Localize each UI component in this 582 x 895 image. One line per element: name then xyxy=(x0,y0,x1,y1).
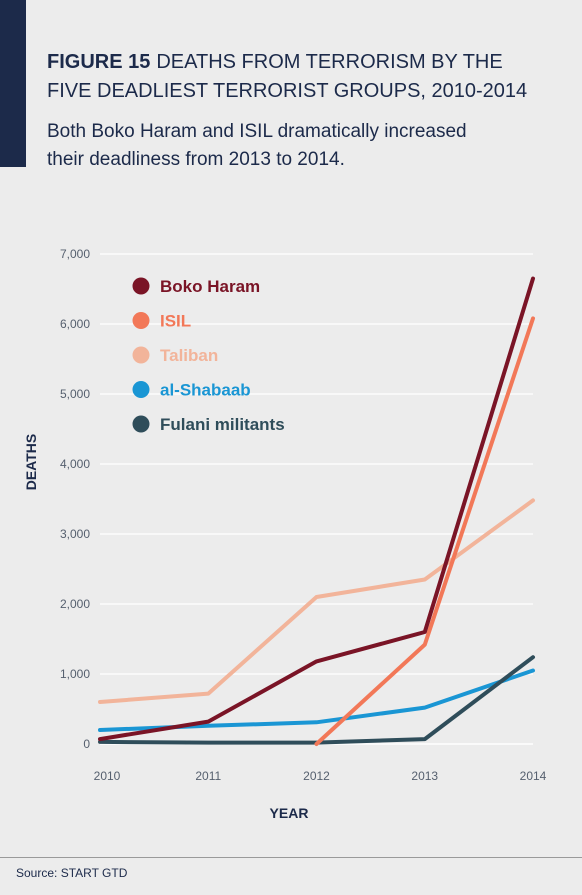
legend-label-fulani-militants: Fulani militants xyxy=(160,415,285,434)
series-line-taliban xyxy=(98,498,535,704)
x-tick-label: 2013 xyxy=(411,769,438,783)
x-tick-label: 2012 xyxy=(303,769,330,783)
figure-label: FIGURE 15 xyxy=(47,51,151,73)
y-tick-label: 2,000 xyxy=(60,597,90,611)
legend-label-taliban: Taliban xyxy=(160,346,218,365)
legend-marker-taliban xyxy=(132,346,150,364)
figure-title-line-2: FIVE DEADLIEST TERRORIST GROUPS, 2010-20… xyxy=(47,80,528,102)
y-tick-label: 4,000 xyxy=(60,457,90,471)
y-tick-label: 1,000 xyxy=(60,667,90,681)
series-line-al-shabaab xyxy=(98,668,535,732)
figure-subtitle: Both Boko Haram and ISIL dramatically in… xyxy=(47,118,567,174)
figure-heading: FIGURE 15 DEATHS FROM TERRORISM BY THE FI… xyxy=(47,48,567,106)
x-tick-label: 2011 xyxy=(195,769,221,783)
y-axis-title: DEATHS xyxy=(23,434,39,491)
source-note: Source: START GTD xyxy=(16,866,128,880)
figure-title-line-1: DEATHS FROM TERRORISM BY THE xyxy=(156,51,503,73)
y-tick-label: 3,000 xyxy=(60,527,90,541)
legend-label-al-shabaab: al-Shabaab xyxy=(160,381,251,400)
legend-label-isil: ISIL xyxy=(160,312,191,331)
subtitle-line-1: Both Boko Haram and ISIL dramatically in… xyxy=(47,121,467,142)
y-tick-label: 5,000 xyxy=(60,387,90,401)
accent-bar xyxy=(0,0,26,167)
y-tick-label: 7,000 xyxy=(60,247,90,261)
series-line-isil xyxy=(314,316,535,746)
heading-line-1: FIGURE 15 DEATHS FROM TERRORISM BY THE xyxy=(47,48,567,77)
legend-label-boko-haram: Boko Haram xyxy=(160,277,260,296)
y-tick-label: 6,000 xyxy=(60,317,90,331)
legend-marker-fulani-militants xyxy=(132,415,150,433)
x-axis-title: YEAR xyxy=(270,805,309,821)
y-tick-label: 0 xyxy=(83,737,90,751)
subtitle-line-2: their deadliness from 2013 to 2014. xyxy=(47,149,345,170)
legend-marker-al-shabaab xyxy=(132,381,150,398)
x-tick-label: 2010 xyxy=(94,769,121,783)
legend-marker-isil xyxy=(132,312,150,329)
series-line-boko-haram xyxy=(98,276,535,742)
x-tick-label: 2014 xyxy=(520,769,547,783)
footer-divider xyxy=(0,857,582,858)
legend-marker-boko-haram xyxy=(132,277,150,295)
